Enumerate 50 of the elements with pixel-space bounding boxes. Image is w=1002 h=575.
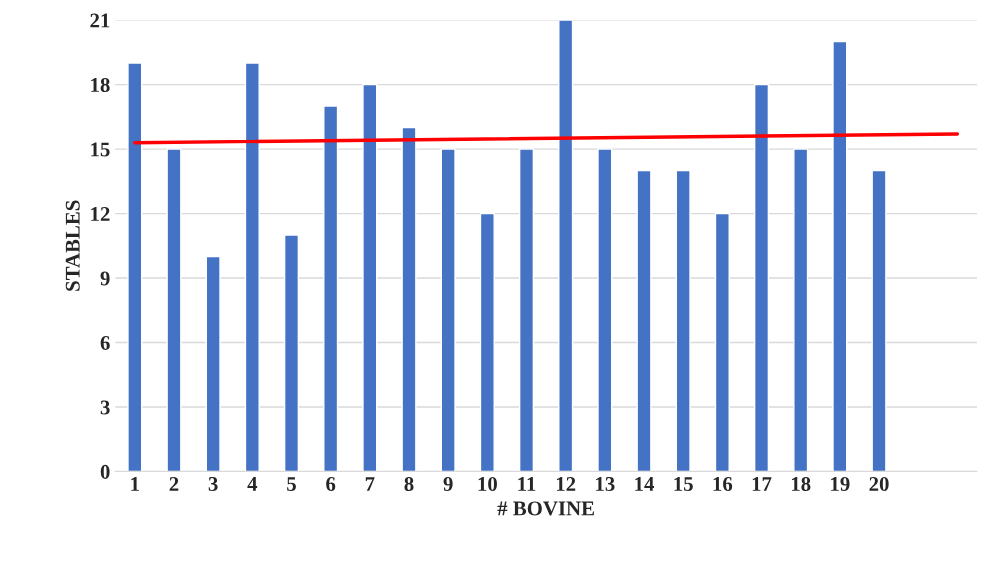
bar [636,169,652,472]
x-tick-label: 4 [247,477,258,491]
x-tick-label: 6 [326,477,336,492]
x-tick-label: 7 [365,477,375,491]
bar [166,148,182,472]
bar [832,40,848,472]
x-tick-label: 2 [169,477,179,491]
x-tick-label: 11 [518,477,536,491]
bar [440,148,456,472]
y-tick-label: 21 [90,13,110,28]
bar [362,83,378,472]
y-tick-label: 15 [91,142,110,157]
x-tick-label: 9 [443,477,453,492]
x-tick-label: 10 [478,476,497,492]
bar [558,20,574,472]
bar [518,148,535,472]
bar [871,169,887,472]
x-tick-label: 17 [752,477,772,491]
bar [127,62,143,472]
bar [597,148,613,472]
bar [793,148,809,472]
bar [753,83,770,472]
x-tick-label: 14 [635,477,655,491]
bar [479,212,495,472]
bar [714,212,730,472]
x-tick-label: 1 [131,477,139,491]
x-axis-title: # BOVINE [497,501,594,516]
bar [283,234,300,472]
bar [205,255,221,472]
bar [675,169,691,472]
x-tick-label: 3 [208,477,218,492]
x-tick-label: 16 [713,477,733,492]
x-tick-label: 18 [791,476,811,492]
y-tick-label: 18 [91,77,110,93]
x-tick-label: 20 [869,476,889,492]
bar [401,126,417,472]
x-tick-label: 8 [404,476,414,492]
y-tick-label: 12 [91,207,110,221]
x-tick-label: 19 [831,477,850,492]
x-tick-label: 5 [287,477,296,492]
y-tick-label: 9 [100,271,110,286]
x-tick-label: 15 [674,477,693,492]
y-axis-title: STABLES [65,200,80,291]
bar [323,105,339,472]
y-tick-label: 6 [100,335,110,350]
x-tick-label: 13 [596,477,615,492]
x-tick-label: 12 [556,477,576,491]
y-tick-label: 0 [100,464,110,479]
bar [244,62,260,472]
y-tick-label: 3 [100,400,110,415]
